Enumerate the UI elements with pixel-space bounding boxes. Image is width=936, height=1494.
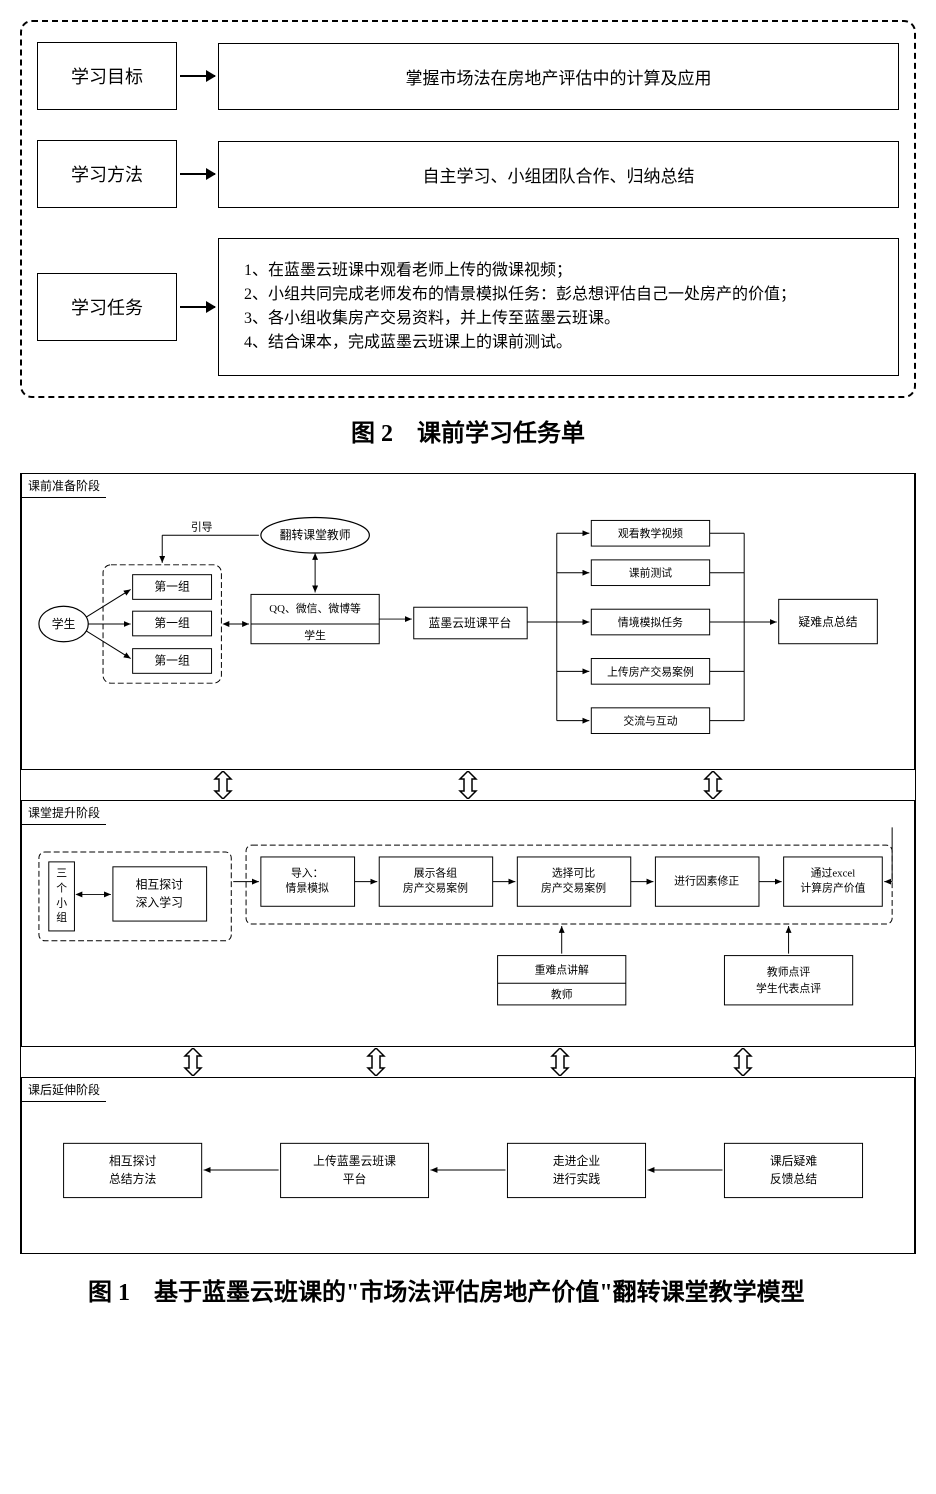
fig1-caption: 图 1 基于蓝墨云班课的"市场法评估房地产价值"翻转课堂教学模型 bbox=[40, 1274, 906, 1312]
fig2-container: 学习目标 掌握市场法在房地产评估中的计算及应用 学习方法 自主学习、小组团队合作… bbox=[20, 20, 916, 398]
arrow-icon bbox=[180, 173, 215, 175]
svg-text:课后疑难: 课后疑难 bbox=[770, 1154, 817, 1168]
svg-text:反馈总结: 反馈总结 bbox=[770, 1172, 817, 1186]
svg-text:第一组: 第一组 bbox=[154, 616, 190, 630]
phase2-title: 课堂提升阶段 bbox=[22, 801, 106, 825]
fig2-row: 学习任务 1、在蓝墨云班课中观看老师上传的微课视频；2、小组共同完成老师发布的情… bbox=[37, 238, 899, 376]
svg-text:计算房产价值: 计算房产价值 bbox=[800, 880, 865, 894]
connector-row bbox=[21, 770, 915, 800]
double-arrow-icon bbox=[211, 771, 235, 799]
svg-text:三: 三 bbox=[56, 868, 67, 880]
phase1-title: 课前准备阶段 bbox=[22, 474, 106, 498]
double-arrow-icon bbox=[181, 1048, 205, 1076]
svg-text:房产交易案例: 房产交易案例 bbox=[403, 880, 468, 894]
fig2-label-goal: 学习目标 bbox=[37, 42, 177, 110]
svg-text:总结方法: 总结方法 bbox=[109, 1172, 156, 1186]
svg-text:小: 小 bbox=[56, 896, 67, 909]
arrow-icon bbox=[180, 306, 215, 308]
svg-text:课前测试: 课前测试 bbox=[629, 566, 673, 580]
svg-text:房产交易案例: 房产交易案例 bbox=[541, 880, 606, 894]
fig1-container: 课前准备阶段 学生 bbox=[20, 473, 916, 1254]
svg-text:情境模拟任务: 情境模拟任务 bbox=[618, 615, 683, 629]
svg-text:平台: 平台 bbox=[343, 1172, 367, 1186]
svg-text:深入学习: 深入学习 bbox=[136, 895, 183, 909]
phase1: 课前准备阶段 学生 bbox=[21, 473, 915, 770]
phase2-flowchart: 三 个 小 组 相互探讨 深入学习 导入： 情景模拟 bbox=[34, 826, 902, 1026]
svg-text:QQ、微信、微博等: QQ、微信、微博等 bbox=[269, 601, 361, 615]
svg-text:通过excel: 通过excel bbox=[811, 867, 856, 880]
svg-text:第一组: 第一组 bbox=[154, 579, 190, 593]
svg-text:交流与互动: 交流与互动 bbox=[623, 714, 677, 728]
connector-row bbox=[21, 1047, 915, 1077]
svg-text:学生代表点评: 学生代表点评 bbox=[756, 981, 821, 995]
svg-text:学生: 学生 bbox=[304, 628, 326, 642]
svg-text:走进企业: 走进企业 bbox=[553, 1154, 600, 1168]
phase2: 课堂提升阶段 三 个 小 组 bbox=[21, 800, 915, 1047]
svg-text:第一组: 第一组 bbox=[154, 653, 190, 667]
svg-text:蓝墨云班课平台: 蓝墨云班课平台 bbox=[429, 616, 512, 630]
fig2-content-goal: 掌握市场法在房地产评估中的计算及应用 bbox=[218, 43, 899, 110]
svg-text:展示各组: 展示各组 bbox=[414, 866, 458, 880]
svg-text:选择可比: 选择可比 bbox=[552, 867, 596, 880]
fig2-content-task: 1、在蓝墨云班课中观看老师上传的微课视频；2、小组共同完成老师发布的情景模拟任务… bbox=[218, 238, 899, 376]
arrow-icon bbox=[180, 75, 215, 77]
fig2-content-method: 自主学习、小组团队合作、归纳总结 bbox=[218, 141, 899, 208]
svg-text:相互探讨: 相互探讨 bbox=[136, 878, 183, 892]
svg-text:疑难点总结: 疑难点总结 bbox=[798, 615, 857, 629]
svg-text:情景模拟: 情景模拟 bbox=[286, 880, 330, 894]
phase1-flowchart: 学生 第一组 第一组 第一组 翻转课堂教师 bbox=[34, 499, 902, 749]
phase3: 课后延伸阶段 相互探讨 总结方法 上传蓝墨云班课 平台 走进企业 bbox=[21, 1077, 915, 1254]
fig2-label-method: 学习方法 bbox=[37, 140, 177, 208]
svg-text:教师点评: 教师点评 bbox=[767, 965, 811, 978]
fig2-label-task: 学习任务 bbox=[37, 273, 177, 341]
svg-text:上传房产交易案例: 上传房产交易案例 bbox=[607, 664, 694, 678]
svg-text:进行因素修正: 进行因素修正 bbox=[674, 874, 739, 888]
svg-text:相互探讨: 相互探讨 bbox=[109, 1154, 156, 1168]
double-arrow-icon bbox=[456, 771, 480, 799]
phase3-title: 课后延伸阶段 bbox=[22, 1078, 106, 1102]
fig2-row: 学习目标 掌握市场法在房地产评估中的计算及应用 bbox=[37, 42, 899, 110]
phase3-flowchart: 相互探讨 总结方法 上传蓝墨云班课 平台 走进企业 进行实践 课后疑难 反馈总结 bbox=[34, 1103, 902, 1233]
svg-text:观看教学视频: 观看教学视频 bbox=[618, 526, 683, 540]
double-arrow-icon bbox=[548, 1048, 572, 1076]
svg-text:上传蓝墨云班课: 上传蓝墨云班课 bbox=[313, 1154, 396, 1168]
double-arrow-icon bbox=[701, 771, 725, 799]
svg-text:导入：: 导入： bbox=[291, 867, 324, 880]
fig2-caption: 图 2 课前学习任务单 bbox=[20, 413, 916, 448]
svg-text:组: 组 bbox=[56, 910, 67, 924]
svg-text:重难点讲解: 重难点讲解 bbox=[535, 962, 589, 976]
double-arrow-icon bbox=[364, 1048, 388, 1076]
svg-text:引导: 引导 bbox=[191, 519, 213, 533]
double-arrow-icon bbox=[731, 1048, 755, 1076]
student-node: 学生 bbox=[52, 617, 76, 631]
fig2-row: 学习方法 自主学习、小组团队合作、归纳总结 bbox=[37, 140, 899, 208]
svg-text:个: 个 bbox=[56, 881, 67, 894]
svg-text:进行实践: 进行实践 bbox=[553, 1172, 600, 1186]
svg-text:翻转课堂教师: 翻转课堂教师 bbox=[280, 528, 351, 542]
svg-text:教师: 教师 bbox=[551, 988, 573, 1001]
